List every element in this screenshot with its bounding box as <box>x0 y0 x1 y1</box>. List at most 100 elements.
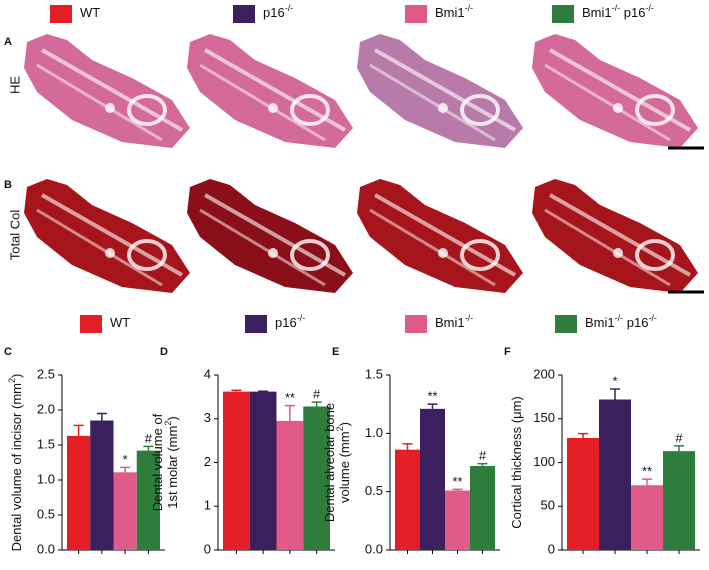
significance: ** <box>642 464 652 479</box>
bar <box>567 438 599 550</box>
superscript: -/- <box>612 3 621 13</box>
bar <box>663 451 695 550</box>
histology-image <box>530 177 700 295</box>
y-tick-label: 0.0 <box>365 541 383 556</box>
superscript: -/- <box>465 3 474 13</box>
panel-label: E <box>332 346 339 358</box>
text-part: 1st molar (mm <box>165 426 180 509</box>
significance: # <box>313 387 321 402</box>
legend-swatch <box>233 5 255 23</box>
bar <box>395 449 420 550</box>
y-tick-label: 2.0 <box>37 401 55 416</box>
histology-image <box>355 32 525 150</box>
panel-label: F <box>504 346 511 358</box>
significance: ** <box>285 390 295 405</box>
legend-swatch <box>405 5 427 23</box>
y-tick-label: 0.5 <box>37 506 55 521</box>
text-part: Dental volume of <box>150 413 165 511</box>
legend-swatch <box>50 5 72 23</box>
y-tick-label: 50 <box>541 498 555 513</box>
significance: * <box>123 452 128 467</box>
y-tick-label: 0.0 <box>37 541 55 556</box>
panel-label: C <box>4 346 12 358</box>
superscript: 2 <box>163 421 173 426</box>
text-part: Dental volume of incisor (mm <box>9 383 24 551</box>
legend-swatch <box>552 5 574 23</box>
text-part: Bmi1 <box>585 315 615 330</box>
y-tick-label: 200 <box>533 366 555 381</box>
y-tick-label: 1.5 <box>365 366 383 381</box>
bar <box>113 472 137 550</box>
bar <box>631 485 663 550</box>
he-images <box>22 32 700 150</box>
significance: # <box>675 430 683 445</box>
legend-label: WT <box>80 5 100 20</box>
panel-label: A <box>4 36 12 48</box>
y-tick-label: 1.0 <box>365 425 383 440</box>
histology-image <box>530 32 700 150</box>
bar <box>445 490 470 550</box>
superscript: -/- <box>297 313 306 323</box>
y-tick-label: 2.5 <box>37 366 55 381</box>
y-tick-label: 1.0 <box>37 471 55 486</box>
y-axis-label: 1st molar (mm2) <box>163 416 180 508</box>
bar <box>276 420 304 550</box>
legend-label: p16-/- <box>275 313 305 330</box>
bar <box>303 406 330 550</box>
bar <box>470 466 495 550</box>
y-axis-label: Dental volume of incisor (mm2) <box>7 374 24 552</box>
y-tick-label: 3 <box>204 410 211 425</box>
y-axis-label: Dental volume of <box>150 413 165 511</box>
text-part: Bmi1 <box>435 5 465 20</box>
y-tick-label: 100 <box>533 454 555 469</box>
bar <box>599 399 631 550</box>
text-part: WT <box>80 5 100 20</box>
histology-image <box>185 32 355 150</box>
y-tick-label: 2 <box>204 454 211 469</box>
histology-image <box>22 177 192 295</box>
text-part: Cortical thickness (μm) <box>509 396 524 528</box>
bar <box>223 391 250 550</box>
significance: # <box>145 431 153 446</box>
superscript: 2 <box>335 426 345 431</box>
legend-swatch <box>80 315 102 333</box>
panel-label: B <box>4 179 12 191</box>
superscript: -/- <box>645 3 654 13</box>
significance: ** <box>452 474 462 489</box>
y-tick-label: 0 <box>548 541 555 556</box>
text-part: ) <box>337 422 352 426</box>
text-part: volume (mm <box>337 431 352 503</box>
text-part: p16 <box>623 315 648 330</box>
legend-label: Bmi1-/- <box>435 313 473 330</box>
panel-label: D <box>160 346 168 358</box>
legend-label: Bmi1-/- <box>435 3 473 20</box>
y-tick-label: 1.5 <box>37 436 55 451</box>
text-part: ) <box>9 374 24 378</box>
y-tick-label: 0 <box>204 541 211 556</box>
superscript: -/- <box>648 313 657 323</box>
text-part: p16 <box>275 315 297 330</box>
significance: # <box>479 448 487 463</box>
histology-image <box>355 177 525 295</box>
text-part: p16 <box>620 5 645 20</box>
text-part: ) <box>165 416 180 420</box>
col-images <box>22 177 700 295</box>
bar <box>90 420 114 550</box>
histology-image <box>22 32 192 150</box>
legend-swatch <box>555 315 577 333</box>
significance: * <box>612 373 617 388</box>
y-axis-label: volume (mm2) <box>335 422 352 503</box>
bar <box>67 435 91 550</box>
text-part: Bmi1 <box>435 315 465 330</box>
y-tick-label: 4 <box>204 366 211 381</box>
legend-swatch <box>405 315 427 333</box>
bar <box>420 408 445 550</box>
y-axis-label: Dental alveolar bone <box>322 403 337 522</box>
row-label: HE <box>7 76 22 94</box>
legend-label: Bmi1-/- p16-/- <box>582 3 654 20</box>
y-tick-label: 0.5 <box>365 483 383 498</box>
y-tick-label: 1 <box>204 498 211 513</box>
y-tick-label: 150 <box>533 410 555 425</box>
superscript: -/- <box>285 3 294 13</box>
